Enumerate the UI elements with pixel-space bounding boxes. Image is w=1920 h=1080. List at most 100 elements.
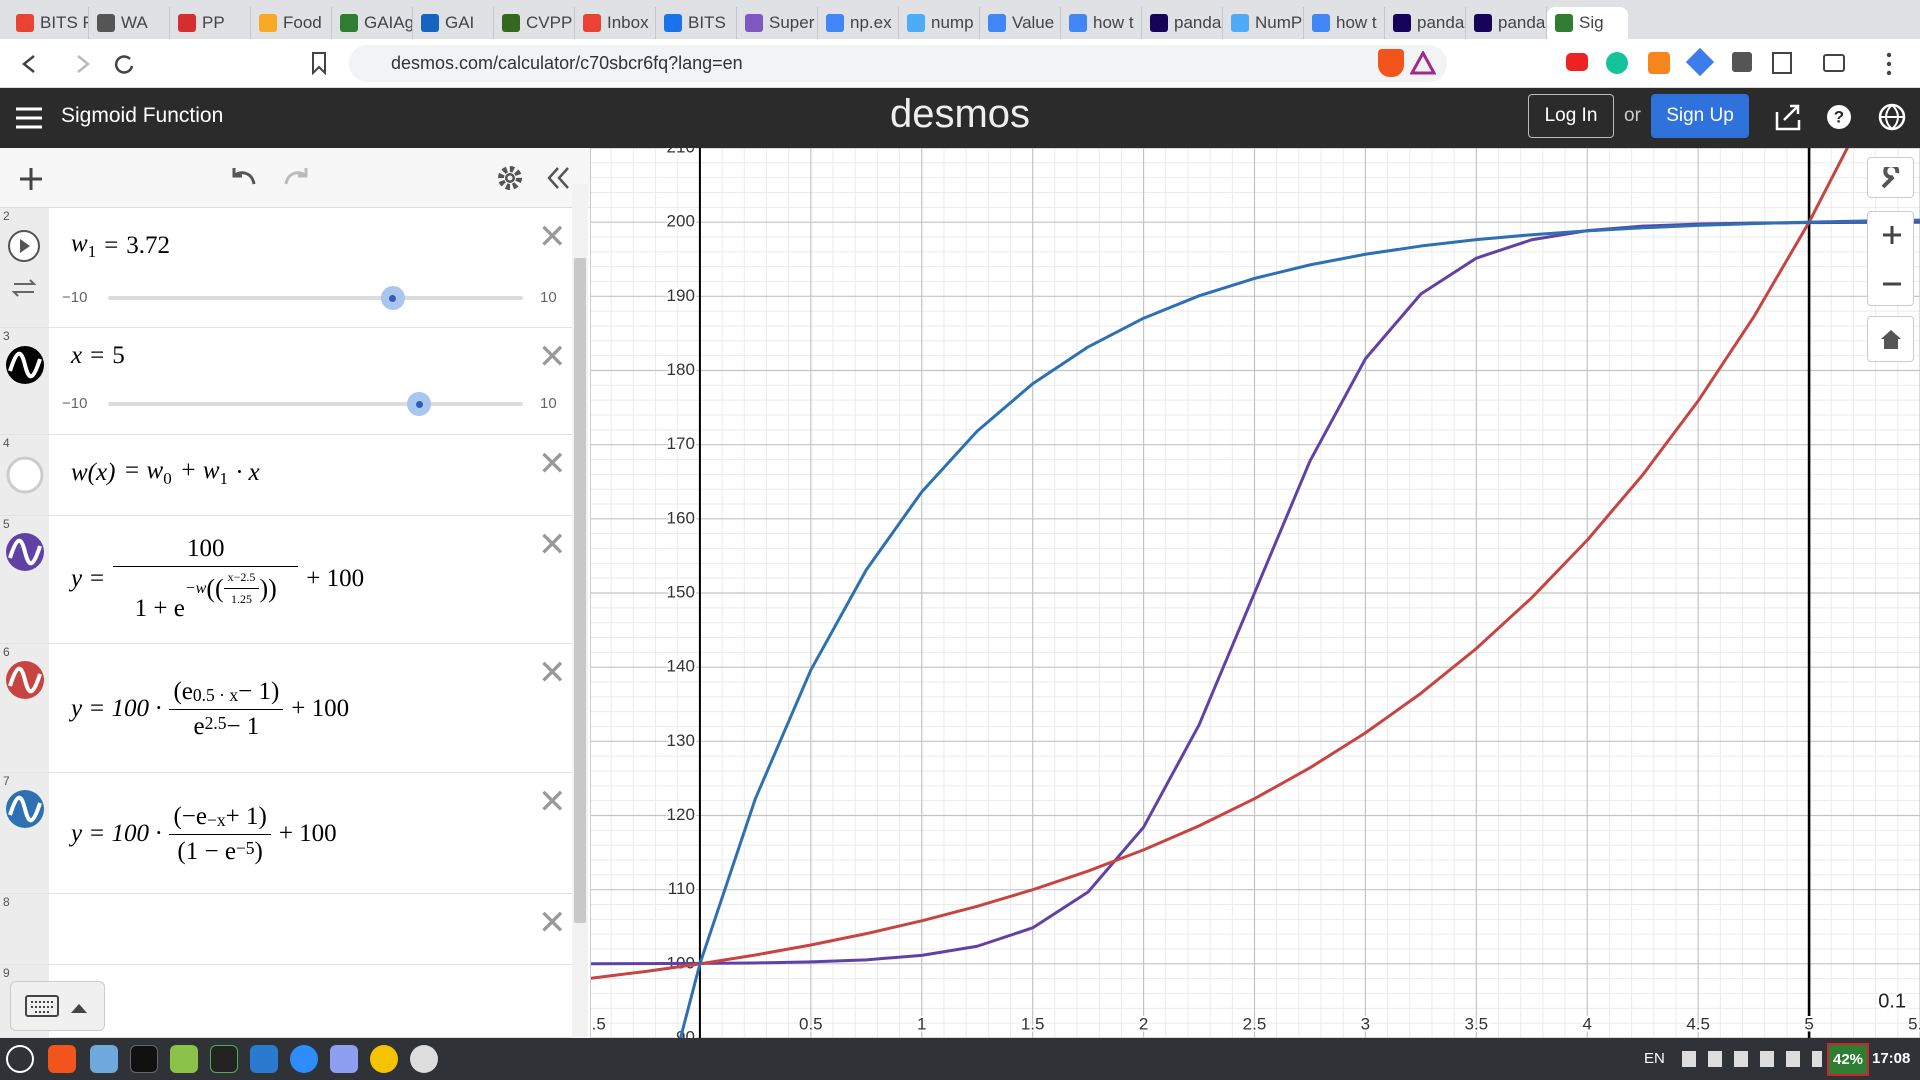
home-button[interactable] [1867,316,1914,362]
hidden-icon[interactable] [5,455,45,495]
tab[interactable]: panda [1466,7,1547,39]
expression-row[interactable]: 5 ✕ y = 100 1 + e −w (( x−2.5 1.25 )) + 1… [0,516,572,644]
tab[interactable]: panda [1385,7,1466,39]
menu-icon[interactable] [1884,51,1894,77]
delete-button[interactable]: ✕ [538,445,567,483]
favicon [907,14,925,32]
tab[interactable]: Inbox [575,7,656,39]
tab[interactable]: CVPP [494,7,575,39]
expression-row[interactable]: 7 ✕ y = 100 · (−e −x + 1) (1 − e −5) + 100 [0,773,572,894]
app-icon[interactable] [410,1045,438,1073]
delete-button[interactable]: ✕ [538,654,567,692]
tab[interactable]: Sig [1547,7,1628,39]
x-tick-label: 5.5 [1908,1014,1920,1033]
tray-icons[interactable] [1682,1051,1822,1067]
logo[interactable]: desmos [889,92,1031,136]
slider-track[interactable] [108,392,523,416]
scrollbar[interactable] [572,184,588,1038]
url-field[interactable]: desmos.com/calculator/c70sbcr6fq?lang=en [349,45,1447,82]
tab[interactable]: WA [89,7,170,39]
tab[interactable]: panda [1142,7,1223,39]
numerator: (−e −x + 1) [169,803,271,835]
app-icon[interactable] [370,1045,398,1073]
app-icon[interactable] [330,1045,358,1073]
color-icon[interactable] [5,345,45,385]
collapse-button[interactable] [546,165,572,191]
nav-buttons[interactable] [18,51,138,77]
delete-button[interactable]: ✕ [538,904,567,942]
ext-icon[interactable] [1732,52,1752,72]
tab[interactable]: NumP [1223,7,1304,39]
curve [678,218,1920,1038]
ext-icon[interactable] [1606,52,1628,74]
favicon [502,14,520,32]
wallet-icon[interactable] [1823,54,1845,72]
bookmark-icon[interactable] [310,51,328,75]
expression-row[interactable]: 2 ✕ w1 = 3.72 −10 10 [0,208,572,328]
app-icon[interactable] [170,1045,198,1073]
graph-paper[interactable]: 90100110120130140150160170180190200210−0… [591,148,1920,1038]
ext-icon[interactable] [1566,53,1588,71]
tab[interactable]: Super [737,7,818,39]
menu-button[interactable] [16,106,42,130]
tab-title: Food [283,13,322,32]
favicon [259,14,277,32]
denominator: e 2.5− 1 [189,710,263,741]
app-icon[interactable] [250,1045,278,1073]
signup-button[interactable]: Sign Up [1651,94,1749,138]
app-icon[interactable] [90,1045,118,1073]
settings-button[interactable] [497,165,523,191]
slider-track[interactable] [108,286,523,310]
keyboard-language[interactable]: EN [1644,1050,1665,1067]
tab[interactable]: Food [251,7,332,39]
app-icon[interactable] [210,1045,238,1073]
expression-row[interactable]: 8 ✕ [0,894,572,965]
color-icon[interactable] [5,532,45,572]
expression-row[interactable]: 3 ✕ x = 5 −10 10 [0,328,572,435]
clock[interactable]: 17:08 [1872,1050,1911,1067]
login-button[interactable]: Log In [1528,94,1614,138]
tab[interactable]: GAI [413,7,494,39]
keyboard-button[interactable] [10,981,105,1031]
expression-panel: 2 ✕ w1 = 3.72 −10 10 3 ✕ x = 5 −10 10 4 ✕ w(… [0,148,591,1038]
undo-redo[interactable] [230,164,310,190]
delete-button[interactable]: ✕ [538,526,567,564]
ext-icon[interactable] [1685,47,1715,77]
brave-icon[interactable] [1378,49,1404,77]
play-icon[interactable] [6,229,44,301]
battery[interactable]: 42% [1827,1043,1870,1076]
tab[interactable]: Value [980,7,1061,39]
settings-wrench[interactable] [1867,157,1914,198]
app-icon[interactable] [130,1045,158,1073]
app-icon[interactable] [48,1045,76,1073]
tab[interactable]: GAIAg [332,7,413,39]
color-icon[interactable] [5,660,45,700]
slider-thumb[interactable] [407,392,432,416]
tab[interactable]: PP [170,7,251,39]
expression: w1 = 3.72 [71,230,170,262]
slider-thumb[interactable] [380,286,405,310]
math-part: (e [173,677,193,705]
tab[interactable]: BITS [656,7,737,39]
expression-row[interactable]: 6 ✕ y = 100 · (e 0.5 · x − 1) e 2.5− 1 + 10… [0,644,572,773]
app-icon[interactable] [290,1045,318,1073]
color-icon[interactable] [5,789,45,829]
delete-button[interactable]: ✕ [538,783,567,821]
sidebar-icon[interactable] [1772,52,1792,74]
add-button[interactable] [18,166,44,192]
ext-icon[interactable] [1648,52,1670,74]
tab[interactable]: how t [1061,7,1142,39]
tab[interactable]: how t [1304,7,1385,39]
header-icons[interactable]: ? [1774,102,1914,132]
scroll-thumb[interactable] [574,258,586,923]
tab[interactable]: BITS F [8,7,89,39]
rewards-icon[interactable] [1410,51,1436,75]
menu-icon[interactable] [6,1045,34,1073]
zoom-buttons[interactable] [1867,211,1914,306]
delete-button[interactable]: ✕ [538,338,567,376]
graph-title[interactable]: Sigmoid Function [61,104,224,127]
tab[interactable]: nump [899,7,980,39]
delete-button[interactable]: ✕ [538,218,567,256]
expression-row[interactable]: 4 ✕ w(x) = w0 + w1 · x [0,435,572,516]
tab[interactable]: np.ex [818,7,899,39]
